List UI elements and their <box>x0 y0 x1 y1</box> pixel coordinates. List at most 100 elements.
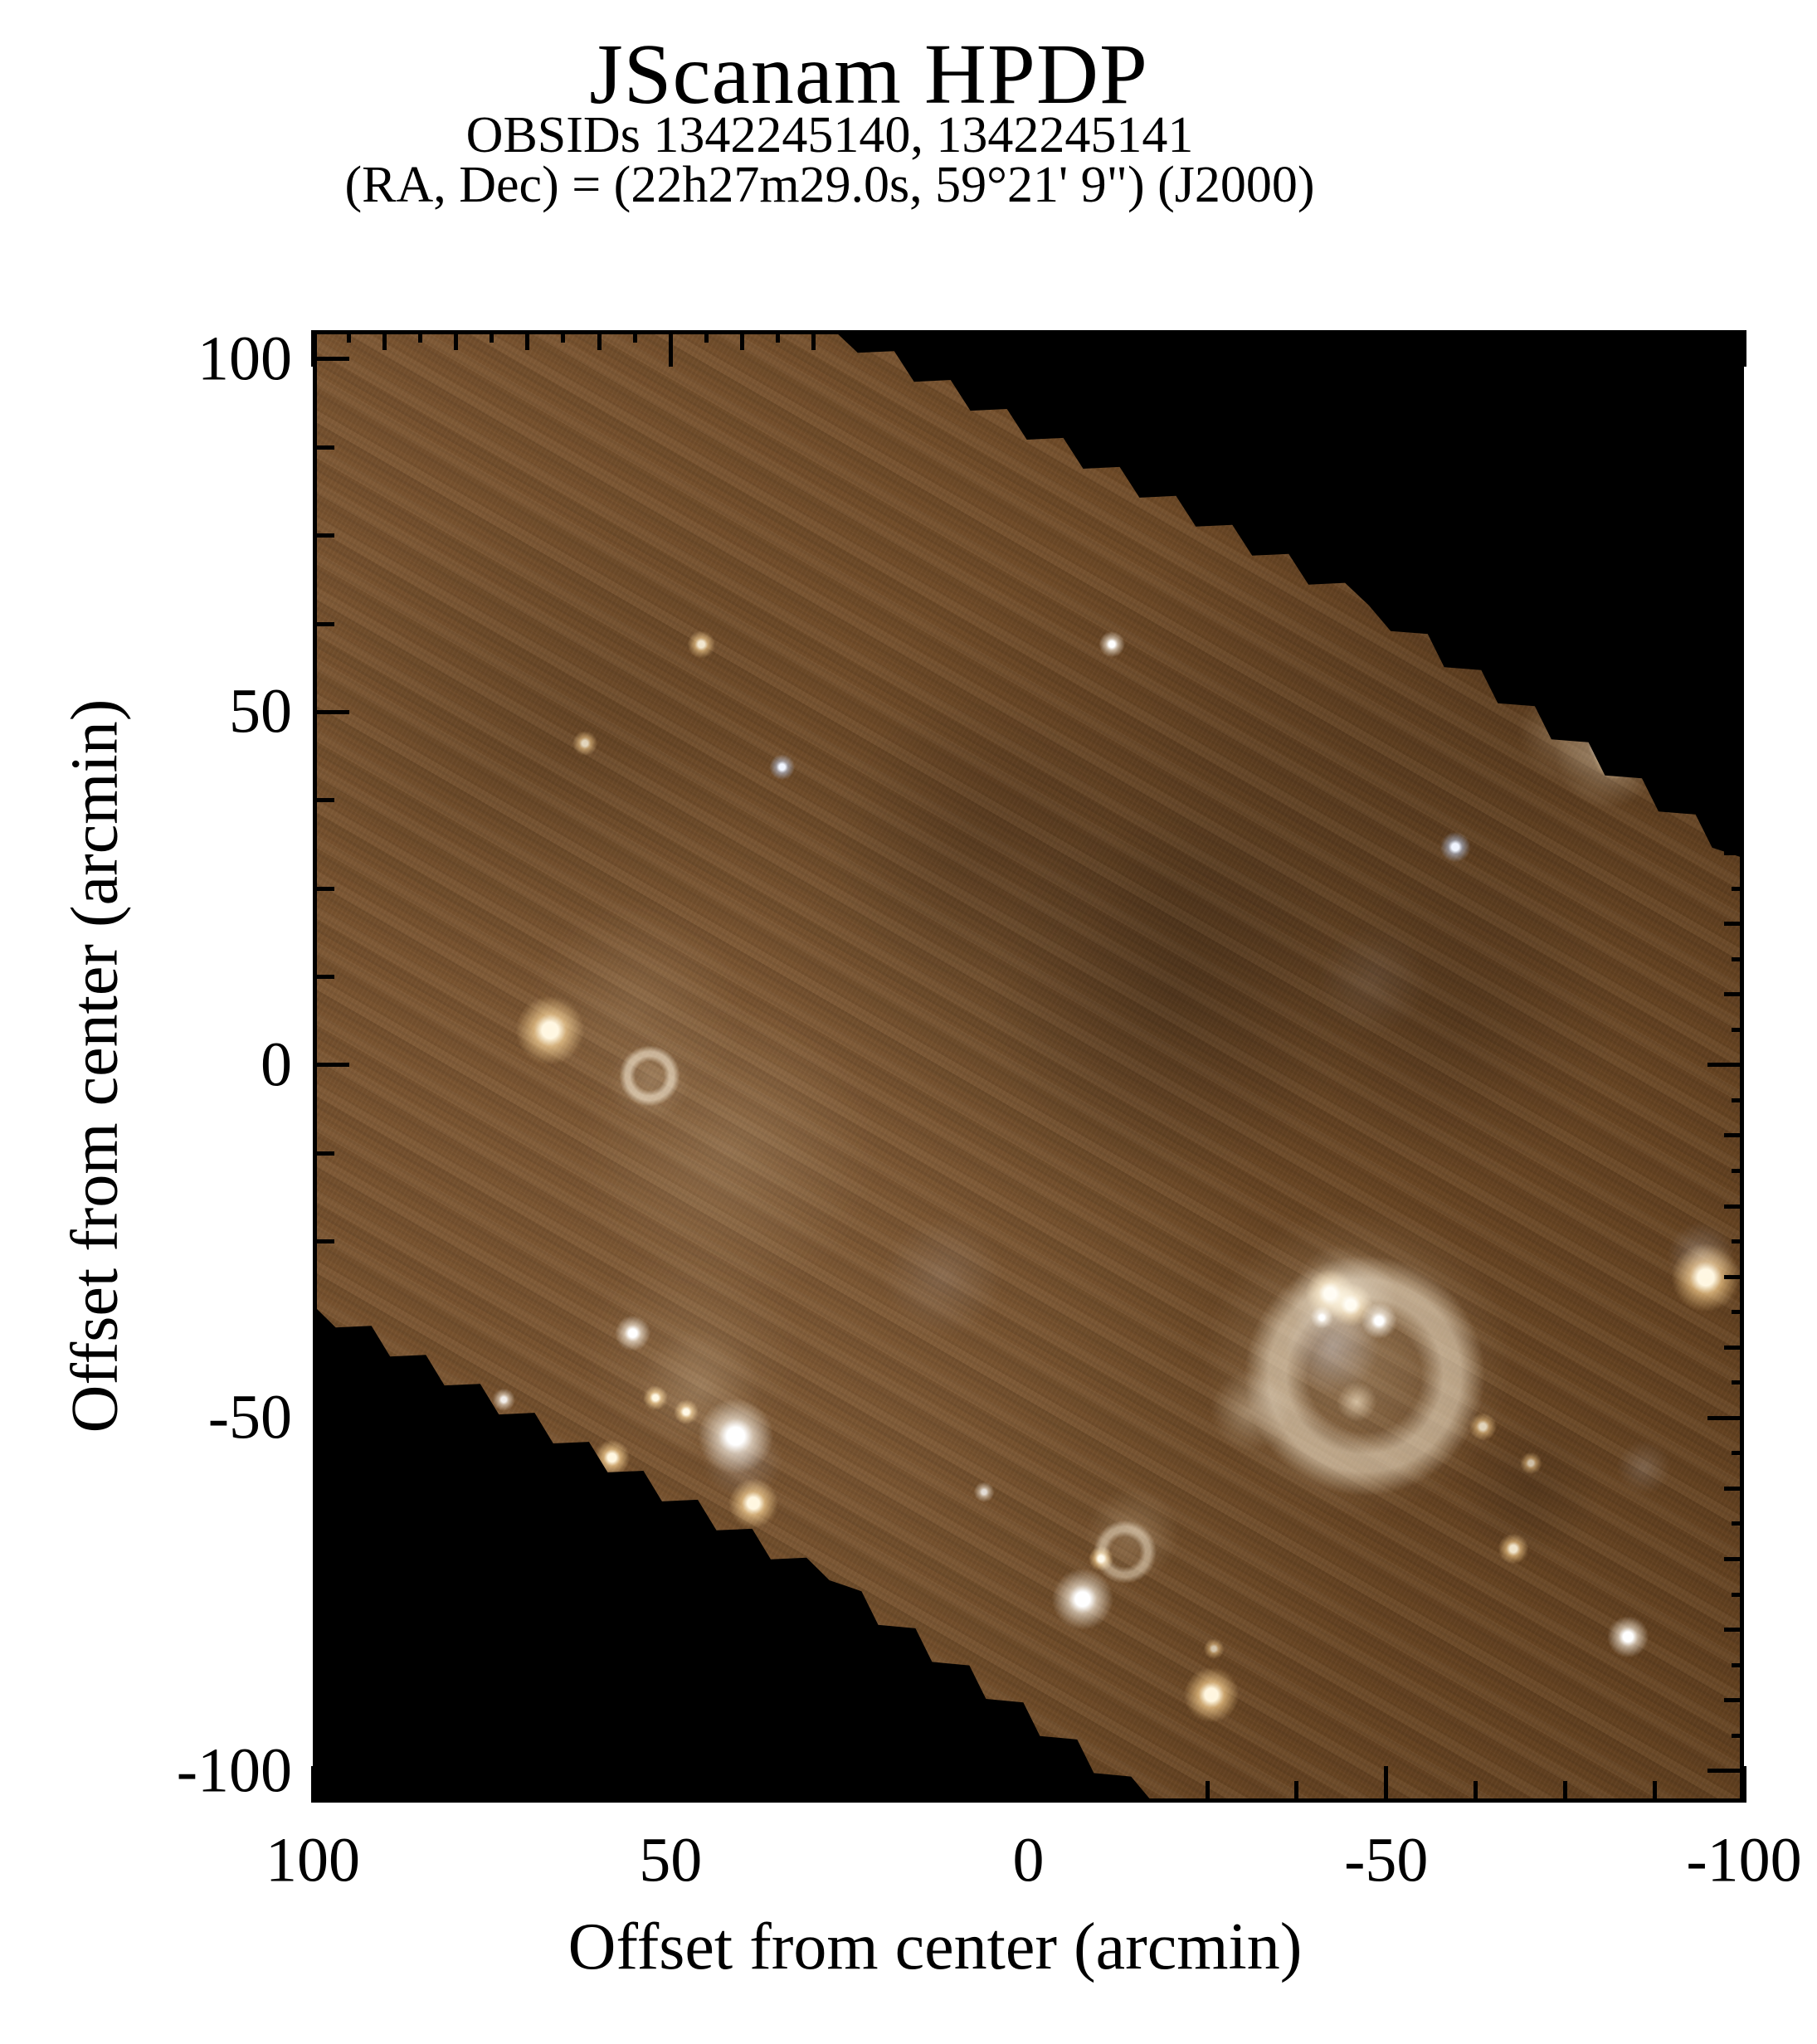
ring-nebula-halo <box>606 1039 693 1126</box>
blue-haze-br <box>1615 1438 1673 1496</box>
y-minor-tick <box>1724 427 1744 432</box>
x-minor-tick <box>704 330 709 343</box>
ring-nebula <box>619 1044 681 1107</box>
x-minor-tick <box>1562 1781 1567 1803</box>
x-major-tick <box>1026 330 1030 367</box>
x-minor-tick <box>632 330 637 343</box>
bright-cirrus-left <box>570 992 885 1307</box>
x-minor-tick <box>578 1781 583 1803</box>
x-minor-tick <box>1527 330 1532 350</box>
plot-area <box>310 330 1746 1803</box>
y-minor-tick <box>1732 1239 1744 1243</box>
y-minor-tick <box>1732 956 1744 961</box>
y-minor-tick <box>313 1327 334 1332</box>
y-tick-label: 0 <box>261 1029 292 1100</box>
y-minor-tick <box>1732 886 1744 891</box>
x-minor-tick <box>1205 330 1210 343</box>
se-faint-warm-dot <box>1468 1412 1498 1441</box>
y-minor-tick <box>1732 1451 1744 1456</box>
x-major-tick <box>1741 330 1746 367</box>
y-minor-tick <box>1724 1486 1744 1491</box>
blue-haze-upper-right <box>1314 922 1430 1038</box>
hii-bubble-west-rim <box>1207 1368 1293 1454</box>
x-minor-tick <box>1240 330 1245 350</box>
y-minor-tick <box>1724 1204 1744 1209</box>
x-major-tick <box>668 1766 673 1803</box>
x-minor-tick <box>382 330 387 350</box>
sw-cluster-dot-d <box>642 1385 669 1411</box>
x-tick-label: 0 <box>1012 1825 1045 1896</box>
y-minor-tick <box>313 798 334 803</box>
x-minor-tick <box>1474 1781 1478 1803</box>
y-minor-tick <box>1724 1698 1744 1703</box>
e-blue-star <box>1439 830 1472 863</box>
x-minor-tick <box>1205 1781 1210 1803</box>
y-minor-tick <box>1724 1274 1744 1279</box>
hii-knot-c <box>1360 1302 1398 1340</box>
s-wisp-dot <box>1088 1545 1114 1572</box>
y-major-tick <box>1707 709 1744 714</box>
y-minor-tick <box>313 621 334 626</box>
blue-haze-center <box>878 1212 1007 1341</box>
y-minor-tick <box>1724 1628 1744 1632</box>
y-major-tick <box>313 1415 349 1420</box>
se-warm-dot-a <box>1498 1532 1530 1565</box>
y-minor-tick <box>1732 463 1744 467</box>
y-minor-tick <box>1732 1662 1744 1667</box>
figure-title: JScanam HPDP <box>589 27 1148 122</box>
x-tick-label: 50 <box>639 1825 703 1896</box>
x-minor-tick <box>776 330 781 343</box>
x-major-tick <box>1384 330 1389 367</box>
y-major-tick <box>313 1063 349 1068</box>
y-major-tick <box>1707 357 1744 362</box>
y-minor-tick <box>1724 1556 1744 1561</box>
x-minor-tick <box>561 330 566 343</box>
y-minor-tick <box>313 533 334 538</box>
x-minor-tick <box>1276 330 1281 343</box>
sw-dot-f <box>492 1388 516 1411</box>
x-minor-tick <box>1455 330 1460 350</box>
y-minor-tick <box>313 1151 334 1156</box>
y-minor-tick <box>1724 992 1744 997</box>
y-major-tick <box>313 709 349 714</box>
se-white-star <box>1606 1615 1650 1658</box>
x-major-tick <box>1384 1766 1389 1803</box>
x-minor-tick <box>918 330 923 343</box>
obsids-subtitle: OBSIDs 1342245140, 1342245141 <box>465 107 1194 163</box>
y-minor-tick <box>1724 780 1744 785</box>
x-minor-tick <box>1133 330 1138 343</box>
x-major-tick <box>668 330 673 367</box>
y-minor-tick <box>1732 392 1744 397</box>
y-major-tick <box>313 1769 349 1774</box>
x-minor-tick <box>1062 330 1067 343</box>
y-minor-tick <box>1732 533 1744 538</box>
x-minor-tick <box>1706 330 1711 343</box>
x-minor-tick <box>1562 330 1567 343</box>
s-warm-star <box>1182 1666 1240 1724</box>
y-tick-label: 50 <box>229 676 292 747</box>
dark-cloud-right <box>1286 851 1629 1195</box>
x-minor-tick <box>1313 330 1317 350</box>
x-minor-tick <box>1348 330 1353 343</box>
x-minor-tick <box>1599 330 1603 350</box>
x-minor-tick <box>1098 330 1103 350</box>
y-tick-label: -50 <box>207 1382 292 1453</box>
x-tick-label: 100 <box>265 1825 360 1896</box>
east-edge-blue-patch <box>1665 1219 1737 1292</box>
n-warm-double <box>687 630 716 659</box>
dark-cloud-top <box>814 682 1128 996</box>
x-minor-tick <box>346 330 351 343</box>
y-minor-tick <box>313 886 334 891</box>
x-minor-tick <box>597 330 602 350</box>
x-minor-tick <box>1115 1781 1120 1803</box>
s-bright-star <box>1050 1567 1115 1632</box>
x-tick-label: -100 <box>1686 1825 1802 1896</box>
y-minor-tick <box>1724 568 1744 573</box>
y-minor-tick <box>313 1592 334 1597</box>
sw-cluster-main-star <box>696 1397 775 1476</box>
x-minor-tick <box>1634 330 1639 343</box>
x-axis-title: Offset from center (arcmin) <box>568 1910 1303 1983</box>
x-minor-tick <box>990 330 995 343</box>
sw-edge-star <box>593 1438 631 1477</box>
